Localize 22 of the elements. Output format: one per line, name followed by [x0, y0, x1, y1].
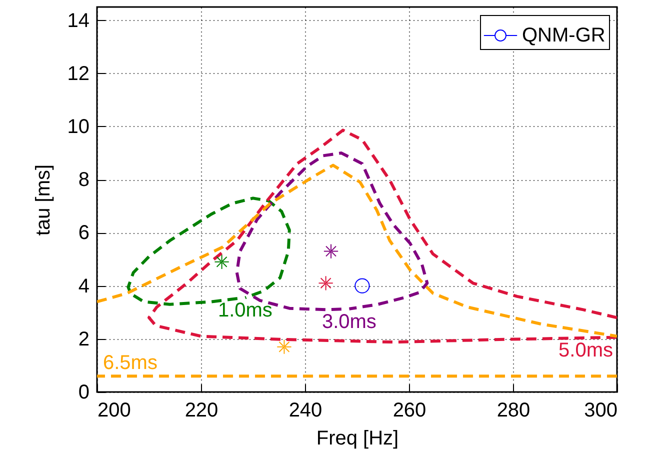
y-tick-label: 0 [78, 382, 90, 404]
x-tick-label: 300 [584, 400, 618, 422]
x-tick-label: 220 [184, 400, 218, 422]
legend-label: QNM-GR [522, 24, 606, 46]
y-axis-title: tau [ms] [32, 164, 54, 236]
y-tick-label: 12 [67, 62, 90, 85]
series-label: 6.5ms [103, 352, 158, 374]
y-tick-label: 6 [78, 222, 90, 244]
series-label: 3.0ms [322, 310, 376, 333]
y-tick-label: 10 [67, 116, 90, 138]
x-tick-label: 240 [288, 400, 322, 422]
y-tick-label: 8 [78, 169, 90, 192]
x-axis-title: Freq [Hz] [316, 428, 399, 450]
y-tick-label: 4 [78, 275, 90, 298]
series-label: 5.0ms [558, 339, 613, 362]
series-label: 1.0ms [218, 300, 272, 322]
y-tick-label: 14 [67, 10, 90, 32]
line-series [97, 164, 617, 338]
x-tick-label: 280 [496, 400, 530, 422]
y-tick-label: 2 [78, 328, 90, 350]
x-tick-label: 260 [392, 400, 426, 422]
x-tick-label: 200 [98, 400, 131, 422]
